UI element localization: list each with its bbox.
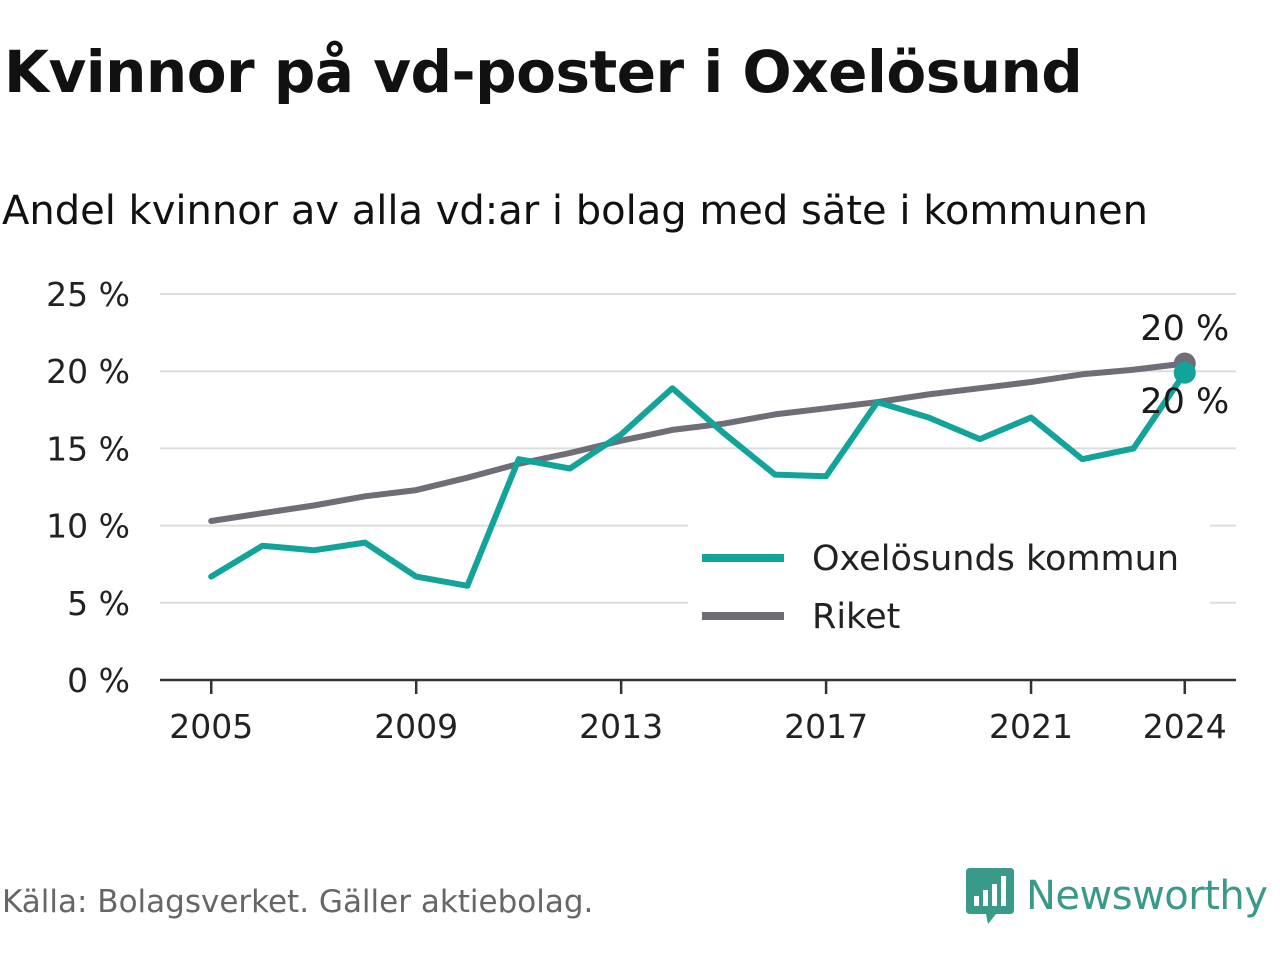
series-line: [208, 360, 1188, 524]
newsworthy-logo: Newsworthy: [964, 866, 1268, 926]
legend-label: Oxelösunds kommun: [812, 539, 1179, 579]
x-tick-label: 2013: [579, 707, 663, 746]
y-tick-label: 20 %: [46, 352, 130, 391]
legend-label: Riket: [812, 597, 900, 637]
logo-wordmark: Newsworthy: [1026, 873, 1268, 919]
series-line: [208, 369, 1188, 589]
x-tick-label: 2024: [1143, 707, 1227, 746]
x-tick-label: 2021: [989, 707, 1073, 746]
series-end-marker: [1173, 361, 1196, 384]
legend: Oxelösunds kommun Riket: [688, 524, 1210, 637]
source-note: Källa: Bolagsverket. Gäller aktiebolag.: [2, 884, 594, 920]
y-tick-label: 10 %: [46, 507, 130, 546]
newsworthy-logo-icon: [966, 868, 1014, 924]
series-lines: [208, 352, 1196, 589]
y-tick-label: 0 %: [67, 661, 130, 700]
chart-title: Kvinnor på vd-poster i Oxelösund: [4, 38, 1083, 106]
x-axis: [160, 678, 1236, 694]
end-value-label: 20 %: [1140, 382, 1229, 422]
line-chart: 0 %5 %10 %15 %20 %25 % 2005 2009 2013 2017 2…: [46, 275, 1236, 746]
y-tick-label: 25 %: [46, 275, 130, 314]
x-tick-label: 2017: [784, 707, 868, 746]
end-value-label: 20 %: [1140, 309, 1229, 349]
y-axis-tick-labels: 0 % 5 % 10 % 15 % 20 % 25 %: [46, 275, 130, 700]
x-axis-tick-labels: 2005 2009 2013 2017 2021 2024: [169, 707, 1227, 746]
x-tick-label: 2009: [374, 707, 458, 746]
x-tick-label: 2005: [169, 707, 253, 746]
chart-subtitle: Andel kvinnor av alla vd:ar i bolag med …: [2, 188, 1148, 234]
y-tick-label: 5 %: [67, 584, 130, 623]
legend-background: [688, 524, 1210, 604]
end-labels: 20 % 20 %: [1140, 309, 1229, 422]
y-tick-label: 15 %: [46, 429, 130, 468]
